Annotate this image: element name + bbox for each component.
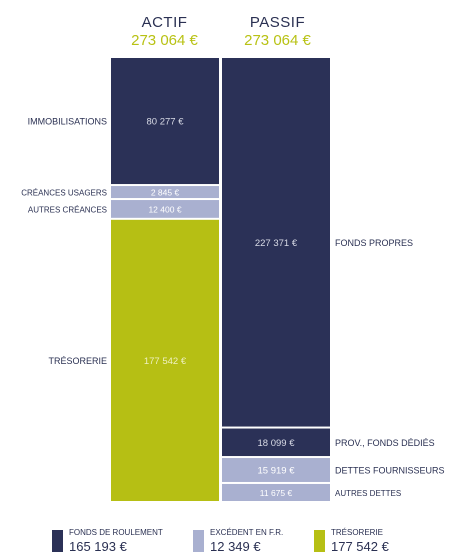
bar-segment-passif-autres-dettes	[222, 483, 330, 501]
balance-sheet-chart: 80 277 € IMMOBILISATIONS 2 845 € CRÉANCES U…	[21, 58, 445, 501]
category-label-actif-creances-usagers: CRÉANCES USAGERS	[21, 189, 107, 198]
legend-label: TRÉSORERIE	[331, 528, 384, 537]
bar-segment-actif-autres-creances	[111, 200, 219, 218]
bar-segment-actif-creances-usagers	[111, 186, 219, 199]
bar-segment-passif-fonds-propres	[222, 58, 330, 427]
actif-total: 273 064 €	[131, 32, 198, 49]
value-label-passif-dettes-fournisseurs: 15 919 €	[258, 466, 296, 477]
actif-header: ACTIF 273 064 €	[107, 14, 222, 49]
legend-value: 12 349 €	[210, 539, 261, 554]
passif-total: 273 064 €	[244, 32, 311, 49]
bar-segment-passif-prov-fonds-dedies	[222, 428, 330, 457]
category-label-passif-fonds-propres: FONDS PROPRES	[335, 238, 413, 248]
value-label-passif-autres-dettes: 11 675 €	[260, 488, 293, 498]
passif-title: PASSIF	[249, 14, 306, 31]
legend-swatch	[314, 530, 325, 552]
actif-title: ACTIF	[141, 14, 188, 31]
bar-segment-actif-immobilisations	[111, 58, 219, 185]
legend-swatch	[193, 530, 204, 552]
category-label-passif-prov-fonds-dedies: PROV., FONDS DÉDIÉS	[335, 438, 435, 448]
category-label-actif-immobilisations: IMMOBILISATIONS	[28, 117, 107, 127]
category-label-actif-autres-creances: AUTRES CRÉANCES	[28, 205, 107, 214]
value-label-actif-creances-usagers: 2 845 €	[151, 188, 180, 198]
value-label-passif-prov-fonds-dedies: 18 099 €	[258, 438, 296, 449]
bar-segment-actif-tresorerie	[111, 219, 219, 501]
legend-label: EXCÉDENT EN F.R.	[210, 528, 284, 537]
category-label-actif-tresorerie: TRÉSORERIE	[48, 356, 107, 366]
legend-value: 177 542 €	[331, 539, 389, 554]
value-label-actif-immobilisations: 80 277 €	[147, 117, 185, 128]
legend-label: FONDS DE ROULEMENT	[69, 528, 163, 537]
value-label-passif-fonds-propres: 227 371 €	[255, 238, 298, 249]
passif-header: PASSIF 273 064 €	[220, 14, 335, 49]
bar-segment-passif-dettes-fournisseurs	[222, 458, 330, 482]
category-label-passif-autres-dettes: AUTRES DETTES	[335, 489, 401, 498]
legend-value: 165 193 €	[69, 539, 127, 554]
value-label-actif-autres-creances: 12 400 €	[148, 204, 181, 214]
legend-swatch	[52, 530, 63, 552]
category-label-passif-dettes-fournisseurs: DETTES FOURNISSEURS	[335, 466, 445, 476]
value-label-actif-tresorerie: 177 542 €	[144, 356, 187, 367]
